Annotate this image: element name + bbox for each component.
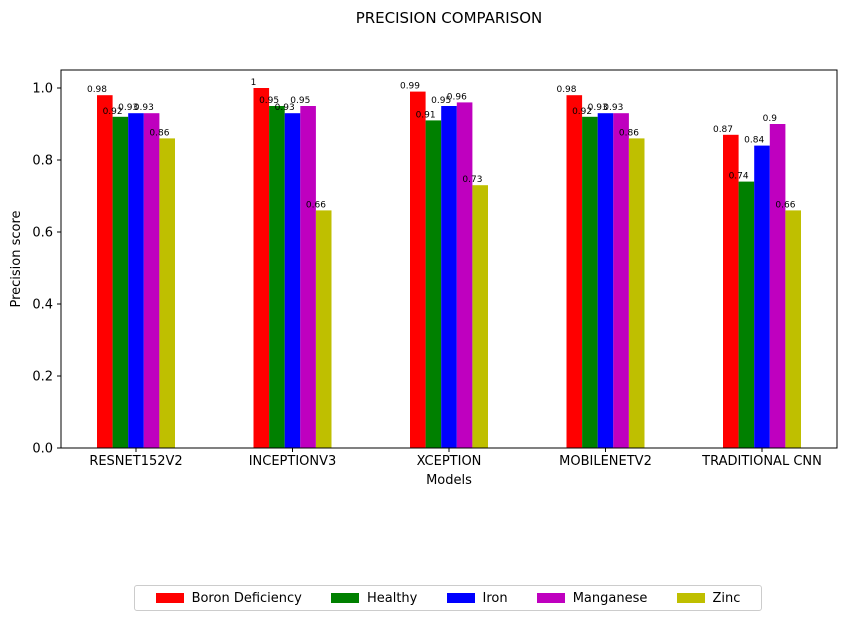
legend-swatch	[155, 593, 184, 603]
data-label: 0.98	[87, 85, 107, 95]
data-label: 0.87	[713, 125, 733, 135]
data-label: 0.98	[556, 85, 576, 95]
y-axis-title: Precision score	[9, 210, 24, 307]
bar-resnet152v2-iron	[128, 113, 144, 448]
legend-swatch	[446, 593, 475, 603]
bar-mobilenetv2-manganese	[613, 113, 629, 448]
data-label: 0.91	[416, 110, 436, 120]
data-label: 0.66	[306, 200, 326, 210]
data-label: 0.86	[619, 128, 639, 138]
data-label: 0.92	[103, 107, 123, 117]
bar-inceptionv3-boron-deficiency	[253, 88, 270, 448]
x-tick-label: TRADITIONAL CNN	[701, 454, 822, 469]
bar-mobilenetv2-zinc	[628, 138, 645, 448]
legend-label: Iron	[482, 590, 508, 606]
bar-resnet152v2-zinc	[159, 138, 175, 448]
x-tick-label: INCEPTIONV3	[249, 454, 337, 469]
bar-mobilenetv2-healthy	[582, 116, 598, 449]
y-tick-label: 1.0	[32, 82, 53, 97]
legend-label: Zinc	[712, 590, 741, 606]
legend-swatch	[536, 593, 565, 603]
bar-resnet152v2-boron-deficiency	[97, 95, 113, 448]
y-tick-label: 0.0	[32, 442, 53, 457]
data-label: 1	[251, 78, 257, 88]
bar-traditional-cnn-manganese	[769, 124, 786, 448]
legend-label: Boron Deficiency	[191, 590, 302, 606]
data-label: 0.95	[431, 96, 451, 106]
data-label: 0.84	[744, 136, 764, 146]
data-label: 0.96	[447, 92, 467, 102]
bar-traditional-cnn-iron	[754, 145, 770, 448]
legend-item: Iron	[446, 590, 508, 606]
y-tick-label: 0.4	[32, 298, 53, 313]
legend-label: Healthy	[366, 590, 418, 606]
bar-xception-healthy	[425, 120, 442, 449]
legend-swatch	[676, 593, 705, 603]
x-tick-label: RESNET152V2	[89, 454, 182, 469]
legend-item: Manganese	[536, 590, 648, 606]
data-label: 0.95	[259, 96, 279, 106]
bar-inceptionv3-zinc	[315, 210, 332, 448]
bar-xception-zinc	[472, 185, 488, 448]
data-label: 0.73	[462, 175, 482, 185]
bar-resnet152v2-healthy	[112, 116, 129, 449]
bar-mobilenetv2-iron	[597, 113, 614, 448]
x-tick-label: MOBILENETV2	[559, 454, 652, 469]
y-tick-label: 0.8	[32, 154, 53, 169]
legend-swatch	[330, 593, 359, 603]
chart-title: PRECISION COMPARISON	[356, 9, 543, 27]
y-tick-label: 0.2	[32, 370, 53, 385]
bar-xception-iron	[441, 106, 457, 448]
data-label: 0.86	[149, 128, 169, 138]
data-label: 0.95	[290, 96, 310, 106]
legend-item: Boron Deficiency	[155, 590, 302, 606]
bar-mobilenetv2-boron-deficiency	[566, 95, 583, 448]
bar-traditional-cnn-boron-deficiency	[723, 134, 739, 449]
legend-item: Zinc	[676, 590, 741, 606]
bar-resnet152v2-manganese	[143, 113, 160, 448]
data-label: 0.93	[588, 103, 608, 113]
x-axis: RESNET152V2 INCEPTIONV3 XCEPTION MOBILENETV…	[89, 448, 822, 469]
bar-inceptionv3-manganese	[300, 106, 316, 448]
x-axis-title: Models	[426, 473, 472, 488]
bar-traditional-cnn-healthy	[738, 181, 755, 448]
data-label: 0.93	[134, 103, 154, 113]
legend-label: Manganese	[572, 590, 648, 606]
data-label: 0.92	[572, 107, 592, 117]
data-label: 0.74	[729, 172, 749, 182]
bars-group	[97, 88, 801, 449]
legend-item: Healthy	[330, 590, 418, 606]
bar-inceptionv3-healthy	[269, 106, 285, 448]
y-axis: 0.0 0.2 0.4 0.6 0.8 1.0	[32, 82, 61, 457]
bar-inceptionv3-iron	[284, 113, 301, 448]
legend: Boron Deficiency Healthy Iron Manganese Zinc	[134, 585, 762, 611]
data-label: 0.93	[118, 103, 138, 113]
data-label: 0.93	[603, 103, 623, 113]
y-tick-label: 0.6	[32, 226, 53, 241]
data-labels-group: 0.980.920.930.930.8610.950.930.950.660.9…	[87, 78, 796, 210]
bar-xception-manganese	[456, 102, 473, 449]
data-label: 0.93	[275, 103, 295, 113]
data-label: 0.99	[400, 82, 420, 92]
bar-xception-boron-deficiency	[410, 91, 426, 448]
x-tick-label: XCEPTION	[417, 454, 482, 469]
data-label: 0.66	[775, 200, 795, 210]
bar-traditional-cnn-zinc	[785, 210, 801, 448]
data-label: 0.9	[763, 114, 778, 124]
